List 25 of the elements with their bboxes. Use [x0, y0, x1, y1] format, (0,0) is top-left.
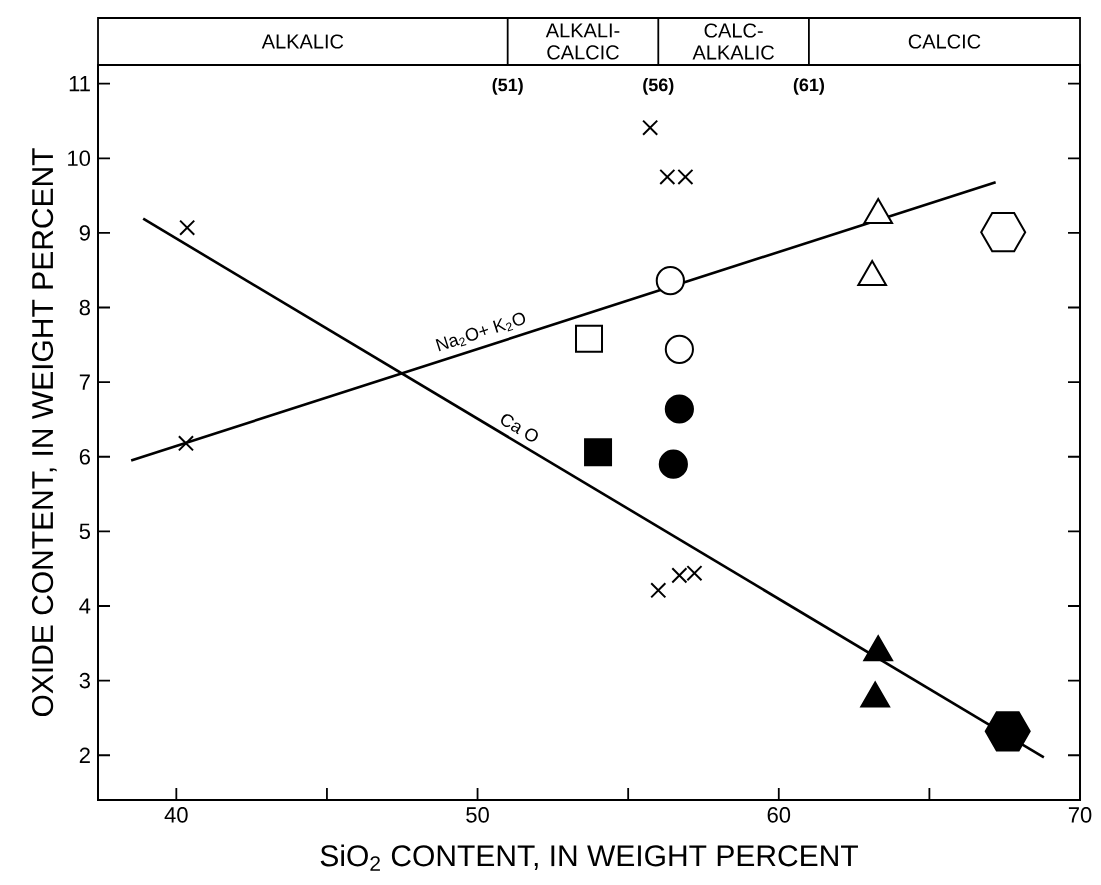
- text: Na$_{2}$O+ K$_{2}$O: [435, 312, 526, 352]
- x-axis-title: SiO$_{2}$ CONTENT, IN WEIGHT PERCENT: [320, 844, 858, 871]
- text: Ca O: [501, 414, 538, 442]
- y-tick-label: 10: [68, 150, 91, 167]
- text: ALKALI-CALCIC: [545, 23, 620, 60]
- x-tick-label: 50: [466, 807, 489, 823]
- y-tick-label: 6: [79, 448, 90, 465]
- x-tick-label: 70: [1068, 807, 1092, 823]
- ref-line-label: (61): [793, 78, 825, 95]
- text: CALCIC: [908, 34, 981, 49]
- y-tick-label: 3: [79, 672, 90, 689]
- x-tick-label: 60: [767, 807, 791, 823]
- y-tick-label: 8: [79, 299, 90, 316]
- y-tick-label: 4: [79, 598, 91, 614]
- y-tick-label: 7: [79, 374, 90, 390]
- text: CALC-ALKALIC: [692, 23, 774, 60]
- y-axis-title: OXIDE CONTENT, IN WEIGHT PERCENT: [31, 148, 57, 717]
- y-tick-label: 2: [79, 747, 90, 763]
- y-tick-label: 5: [79, 523, 90, 540]
- text: ALKALIC: [261, 34, 344, 49]
- y-tick-label: 9: [79, 225, 90, 241]
- x-tick-label: 40: [164, 807, 188, 823]
- ref-line-label: (51): [492, 78, 523, 95]
- y-tick-label: 11: [69, 76, 90, 92]
- ref-line-label: (56): [643, 78, 674, 95]
